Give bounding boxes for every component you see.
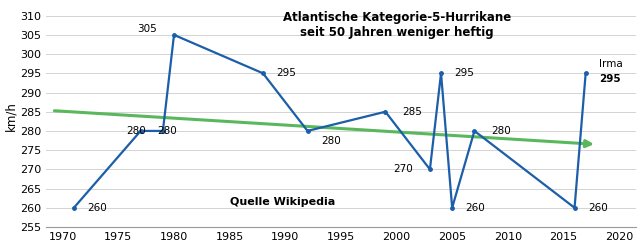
Text: 280: 280 bbox=[127, 126, 146, 136]
Text: 280: 280 bbox=[321, 136, 340, 146]
Text: 285: 285 bbox=[402, 107, 422, 117]
Text: Atlantische Kategorie-5-Hurrikane
seit 50 Jahren weniger heftig: Atlantische Kategorie-5-Hurrikane seit 5… bbox=[283, 11, 511, 39]
Text: 295: 295 bbox=[454, 68, 474, 78]
Y-axis label: km/h: km/h bbox=[4, 101, 17, 131]
Text: 260: 260 bbox=[87, 203, 107, 213]
Text: 295: 295 bbox=[599, 74, 621, 84]
Text: 260: 260 bbox=[588, 203, 607, 213]
Text: 280: 280 bbox=[157, 126, 177, 136]
Text: 280: 280 bbox=[491, 126, 511, 136]
Text: Quelle Wikipedia: Quelle Wikipedia bbox=[230, 197, 335, 207]
Text: 295: 295 bbox=[276, 68, 296, 78]
Text: Irma: Irma bbox=[599, 59, 623, 69]
Text: 260: 260 bbox=[465, 203, 485, 213]
Text: 270: 270 bbox=[394, 164, 413, 174]
Text: 305: 305 bbox=[138, 24, 157, 34]
